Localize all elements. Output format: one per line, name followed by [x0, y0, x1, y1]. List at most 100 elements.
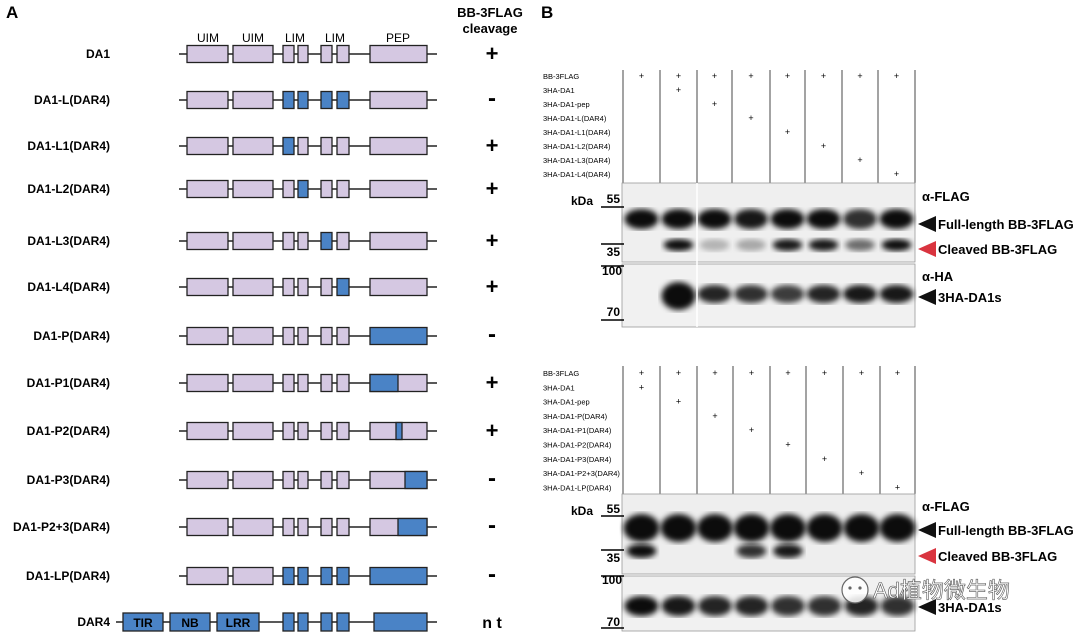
- dar4-domain-label: NB: [181, 616, 199, 630]
- domain-lim-1b: [297, 566, 309, 586]
- plus-mark: +: [748, 113, 753, 123]
- dar4-domain-block: [373, 612, 428, 632]
- domain-lim-1a: [282, 470, 295, 490]
- plus-mark: +: [822, 368, 827, 378]
- dar4-domain-block: [336, 612, 350, 632]
- blot-2-label-ha: 3HA-DA1s: [938, 600, 1002, 615]
- domain-pep: [369, 179, 428, 199]
- dar4-domain-tir: [122, 612, 164, 632]
- plus-mark: +: [712, 71, 717, 81]
- domain-lim-2b: [336, 421, 350, 441]
- plus-mark: +: [894, 169, 899, 179]
- domain-lim-1b: [297, 231, 309, 251]
- blot-2-arrow-ha: [918, 599, 936, 615]
- plus-mark: +: [712, 411, 717, 421]
- cleavage-result: +: [486, 133, 499, 158]
- band-cleaved: [772, 239, 803, 251]
- blot-1: BB-3FLAG 3HA-DA1 3HA-DA1-pep 3HA-DA1-L(DAR4…: [543, 70, 1074, 328]
- plus-mark: +: [894, 71, 899, 81]
- dar4-result: n t: [482, 615, 502, 632]
- domain-lim-2a: [320, 421, 333, 441]
- dar4-pep-segment: [404, 470, 428, 490]
- construct-name: DA1-L1(DAR4): [27, 139, 110, 153]
- band-full-length: [623, 514, 660, 542]
- blot-2-lane-dividers: [622, 366, 916, 494]
- blot-1-label-ha: 3HA-DA1s: [938, 290, 1002, 305]
- domain-pep: [369, 326, 428, 346]
- band-full-length: [879, 209, 914, 229]
- band-cleaved: [881, 239, 912, 251]
- domain-header-lim-1: LIM: [285, 31, 305, 45]
- domain-pep: [369, 136, 428, 156]
- dar4-domain-lrr: [216, 612, 260, 632]
- plus-mark: +: [639, 368, 644, 378]
- domain-lim-1a: [282, 421, 295, 441]
- plus-mark: +: [785, 368, 790, 378]
- domain-lim-1b: [297, 326, 309, 346]
- domain-lim-1b: [297, 277, 309, 297]
- construct-row: DA1-L2(DAR4) +: [27, 176, 498, 201]
- sample-label: BB-3FLAG: [543, 369, 579, 378]
- plus-mark: +: [859, 468, 864, 478]
- domain-lim-1a: [282, 179, 295, 199]
- blot-1-arrow-full-length: [918, 216, 936, 232]
- domain-uim-1: [186, 421, 229, 441]
- band-3ha-da1: [771, 596, 805, 616]
- construct-row: DA1-LP(DAR4) -: [26, 561, 496, 588]
- plus-mark: +: [822, 454, 827, 464]
- band-3ha-da1: [807, 596, 842, 616]
- domain-header-lim-2: LIM: [325, 31, 345, 45]
- domain-uim-1: [186, 566, 229, 586]
- blot-2-label-full-length: Full-length BB-3FLAG: [938, 523, 1074, 538]
- sample-label: 3HA-DA1-LP(DAR4): [543, 483, 612, 492]
- cleavage-result: +: [486, 176, 499, 201]
- plus-mark: +: [895, 368, 900, 378]
- domain-uim-2: [232, 517, 274, 537]
- domain-uim-1: [186, 44, 229, 64]
- plus-mark: +: [857, 155, 862, 165]
- cleavage-result: -: [488, 321, 496, 348]
- domain-lim-2a: [320, 517, 333, 537]
- blot-2-markers: 55 35 100 70: [601, 502, 624, 629]
- domain-lim-2b: [336, 373, 350, 393]
- plus-mark: +: [821, 141, 826, 151]
- dar4-domain-label: LRR: [226, 616, 251, 630]
- domain-lim-2b: [336, 90, 350, 110]
- wechat-icon: [841, 576, 869, 604]
- cleavage-result: -: [488, 465, 496, 492]
- domain-lim-1a: [282, 277, 295, 297]
- band-3ha-da1: [661, 596, 696, 616]
- sample-label: 3HA-DA1-L2(DAR4): [543, 142, 611, 151]
- band-full-length: [806, 209, 841, 229]
- domain-uim-2: [232, 179, 274, 199]
- plus-mark: +: [785, 71, 790, 81]
- domain-lim-2b: [336, 136, 350, 156]
- band-full-length: [843, 209, 877, 229]
- sample-label: 3HA-DA1-L3(DAR4): [543, 156, 611, 165]
- domain-lim-1a: [282, 373, 295, 393]
- band-full-length: [624, 209, 659, 229]
- blot-1-label-cleaved: Cleaved BB-3FLAG: [938, 242, 1057, 257]
- domain-lim-1b: [297, 44, 309, 64]
- band-3ha-da1: [734, 285, 768, 303]
- dar4-domain-nb: [169, 612, 211, 632]
- band-cleaved: [626, 544, 657, 558]
- band-cleaved: [808, 239, 839, 251]
- cleavage-result: +: [486, 228, 499, 253]
- domain-uim-1: [186, 373, 229, 393]
- domain-lim-1a: [282, 90, 295, 110]
- blot-2-bands: [623, 514, 916, 616]
- domain-lim-2b: [336, 326, 350, 346]
- plus-mark: +: [857, 71, 862, 81]
- construct-name: DA1-P2+3(DAR4): [13, 520, 110, 534]
- domain-lim-1a: [282, 136, 295, 156]
- band-3ha-da1: [843, 285, 877, 303]
- domain-header-pep: PEP: [386, 31, 410, 45]
- construct-row: DA1-L3(DAR4) +: [27, 228, 498, 253]
- domain-uim-2: [232, 326, 274, 346]
- construct-name: DA1-LP(DAR4): [26, 569, 110, 583]
- sample-label: 3HA-DA1-pep: [543, 398, 590, 407]
- domain-uim-2: [232, 90, 274, 110]
- blot-1-lane-dividers: [622, 70, 916, 183]
